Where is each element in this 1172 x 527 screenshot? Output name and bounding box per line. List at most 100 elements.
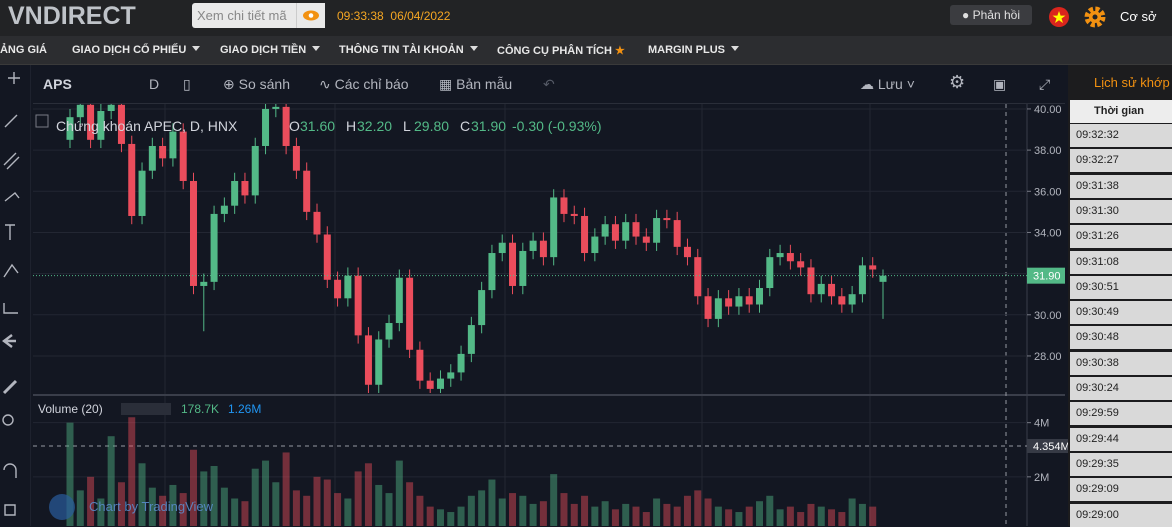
volume-bar <box>303 495 311 526</box>
volume-bar <box>786 506 794 526</box>
volume-bar <box>735 512 743 526</box>
volume-bar <box>128 417 136 526</box>
lock-tool[interactable] <box>4 504 16 516</box>
volume-bar <box>323 479 331 526</box>
menu-item[interactable]: CÔNG CỤ PHÂN TÍCH ★ <box>497 44 631 57</box>
volume-bar <box>189 449 197 526</box>
volume-bar <box>107 436 115 526</box>
candle-body <box>169 131 177 159</box>
text-tool[interactable] <box>5 224 15 240</box>
candle-body <box>478 290 486 326</box>
column-header: Thời gian <box>1070 100 1172 123</box>
volume-bar <box>262 460 270 526</box>
top-bar: VNDIRECT Xem chi tiết mã 09:33:38 06/04/… <box>0 0 1172 36</box>
candle-icon[interactable]: ▯ <box>183 76 191 92</box>
candle-body <box>673 220 681 247</box>
candle-body <box>817 283 825 295</box>
zoom-tool[interactable] <box>2 414 14 426</box>
crosshair-tool[interactable] <box>8 72 20 84</box>
volume-bar <box>828 509 836 526</box>
y-tick-label: 40.00 <box>1034 104 1062 116</box>
time-row: 09:30:24 <box>1070 377 1172 400</box>
volume-bar <box>220 487 228 526</box>
volume-bar <box>797 512 805 526</box>
candle-body <box>138 170 146 216</box>
shape-tool[interactable] <box>3 263 19 278</box>
volume-bar <box>725 509 733 526</box>
measure-tool[interactable] <box>3 303 18 314</box>
candle-body <box>364 335 372 385</box>
last-price-bg <box>1027 267 1065 284</box>
candle-body <box>292 145 300 171</box>
ohlc-key: C <box>460 118 470 134</box>
ohlc-value: 31.60 <box>300 118 335 134</box>
magnet-tool[interactable] <box>3 463 17 478</box>
volume-bar <box>66 422 74 526</box>
candle-body <box>220 205 228 214</box>
templates[interactable]: ▦ Bản mẫu <box>439 76 513 92</box>
candle-body <box>786 253 794 262</box>
volume-title: Volume (20) <box>38 402 103 416</box>
candle-body <box>76 104 84 118</box>
candle-body <box>210 213 218 282</box>
candle-body <box>683 246 691 258</box>
main-menu: BẢNG GIÁ GIAO DỊCH CỔ PHIẾU GIAO DỊCH TI… <box>0 36 1172 65</box>
collapse-box[interactable] <box>35 114 49 128</box>
eye-button[interactable] <box>296 3 325 28</box>
mode-label[interactable]: Cơ sở <box>1120 9 1157 24</box>
volume-bar <box>817 506 825 526</box>
volume-bar <box>138 463 146 526</box>
save[interactable]: ☁ Lưu ˅ <box>860 76 915 92</box>
menu-item[interactable]: GIAO DỊCH TIỀN <box>220 44 320 56</box>
gear-teeth <box>1084 6 1106 28</box>
candle-body <box>262 108 270 146</box>
feedback-button[interactable]: ● Phản hồi <box>950 5 1032 25</box>
volume-bar <box>632 506 640 526</box>
volume-bar <box>241 501 249 526</box>
match-history: Lịch sử khớp Thời gian 09:32:32 09:32:27 0… <box>1068 65 1172 527</box>
menu-item[interactable]: MARGIN PLUS <box>648 44 739 56</box>
logo[interactable]: VNDIRECT <box>8 2 136 30</box>
menu-item[interactable]: BẢNG GIÁ <box>0 44 47 56</box>
time: 09:33:38 <box>337 9 384 23</box>
settings[interactable]: ⚙ <box>949 72 966 92</box>
fullscreen[interactable]: ⤢ <box>1039 76 1051 92</box>
tab[interactable]: Lịch sử khớp <box>1094 75 1170 90</box>
candle-body <box>436 378 444 389</box>
ohlc-value: 31.90 <box>471 118 506 134</box>
candle-body <box>869 265 877 270</box>
search-box[interactable]: Xem chi tiết mã <box>192 3 301 28</box>
symbol[interactable]: APS <box>43 76 72 92</box>
candle-body <box>653 218 661 243</box>
compare[interactable]: ⊕ So sánh <box>223 76 290 92</box>
candle-body <box>601 224 609 237</box>
candle-body <box>622 222 630 241</box>
undo[interactable]: ↶ <box>543 76 555 92</box>
snapshot[interactable]: ▣ <box>993 76 1007 92</box>
pattern-tool[interactable] <box>4 192 20 202</box>
volume-bar <box>550 474 558 526</box>
fib-tool[interactable] <box>3 152 20 170</box>
candle-body <box>797 261 805 268</box>
ruler-tool[interactable] <box>2 379 18 395</box>
volume-controls[interactable] <box>121 403 171 415</box>
settings-gear[interactable] <box>1083 5 1107 29</box>
trend-tool[interactable] <box>4 114 18 128</box>
volume-ma: 1.26M <box>228 402 261 416</box>
back-tool[interactable] <box>2 334 16 348</box>
menu-item[interactable]: THÔNG TIN TÀI KHOẢN <box>339 44 478 56</box>
menu-item[interactable]: GIAO DỊCH CỔ PHIẾU <box>72 44 200 56</box>
candle-body <box>241 180 249 196</box>
indicators[interactable]: ∿ Các chỉ báo <box>319 76 409 92</box>
candle-body <box>117 104 125 144</box>
interval[interactable]: D <box>149 76 160 92</box>
candle-body <box>704 296 712 319</box>
volume-bar <box>210 466 218 526</box>
crosshair-label-bg <box>1027 439 1068 453</box>
watermark-logo <box>49 494 75 520</box>
time-row: 09:30:38 <box>1070 351 1172 375</box>
flag[interactable] <box>1048 6 1070 28</box>
volume-bar <box>622 503 630 526</box>
volume-bar <box>231 498 239 526</box>
candle-body <box>128 143 136 216</box>
